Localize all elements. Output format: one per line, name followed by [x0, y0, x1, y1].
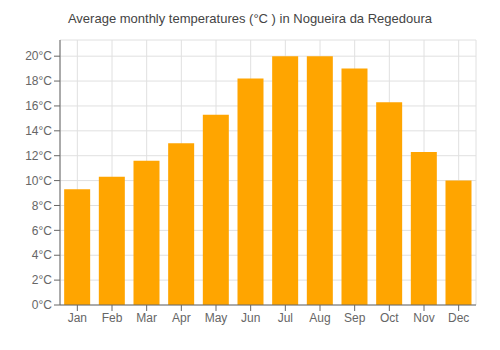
svg-text:Jun: Jun	[241, 311, 260, 325]
svg-text:Feb: Feb	[102, 311, 123, 325]
svg-text:20°C: 20°C	[25, 49, 52, 63]
html-text:Average monthly temperatures (: Average monthly temperatures (°C ) in No…	[67, 11, 432, 26]
svg-text:12°C: 12°C	[25, 149, 52, 163]
svg-text:6°C: 6°C	[32, 224, 52, 238]
svg-text:Aug: Aug	[309, 311, 330, 325]
svg-text:10°C: 10°C	[25, 174, 52, 188]
svg-text:Apr: Apr	[172, 311, 191, 325]
svg-text:18°C: 18°C	[25, 74, 52, 88]
svg-text:Jan: Jan	[68, 311, 87, 325]
svg-text:Dec: Dec	[448, 311, 469, 325]
svg-text:0°C: 0°C	[32, 298, 52, 312]
svg-text:4°C: 4°C	[32, 248, 52, 262]
svg-text:Oct: Oct	[380, 311, 399, 325]
svg-text:Jul: Jul	[278, 311, 293, 325]
svg-text:2°C: 2°C	[32, 273, 52, 287]
svg-text:Mar: Mar	[136, 311, 157, 325]
svg-text:14°C: 14°C	[25, 124, 52, 138]
svg-text:Nov: Nov	[413, 311, 434, 325]
svg-text:16°C: 16°C	[25, 99, 52, 113]
svg-text:May: May	[205, 311, 228, 325]
svg-text:Sep: Sep	[344, 311, 366, 325]
svg-text:8°C: 8°C	[32, 199, 52, 213]
